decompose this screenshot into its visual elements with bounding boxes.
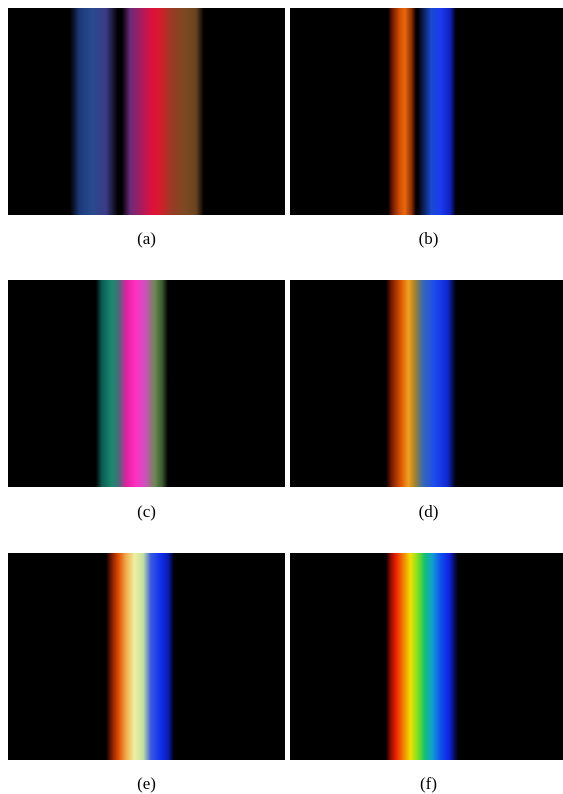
spectrum-band-teal-magenta: [96, 280, 168, 487]
spectrum-band-orange-blue: [386, 280, 456, 487]
spectrum-band-blue: [418, 8, 456, 215]
caption-b: (b): [418, 229, 439, 248]
caption-e: (e): [137, 774, 156, 793]
spectrum-band-rainbow: [386, 553, 458, 760]
spectrum-panel-d: [290, 280, 563, 487]
spectrum-band-orange: [388, 8, 416, 215]
spectrum-panel-a: [8, 8, 285, 215]
spectrum-panel-f: [290, 553, 563, 760]
spectrum-band-blue: [70, 8, 118, 215]
spectrum-panel-c: [8, 280, 285, 487]
caption-c: (c): [137, 502, 156, 521]
spectrum-band-yellow-blue: [106, 553, 174, 760]
spectrum-panel-b: [290, 8, 563, 215]
caption-f: (f): [420, 774, 437, 793]
caption-d: (d): [418, 502, 439, 521]
caption-a: (a): [137, 229, 156, 248]
spectrum-panel-e: [8, 553, 285, 760]
spectrum-band-red: [122, 8, 204, 215]
